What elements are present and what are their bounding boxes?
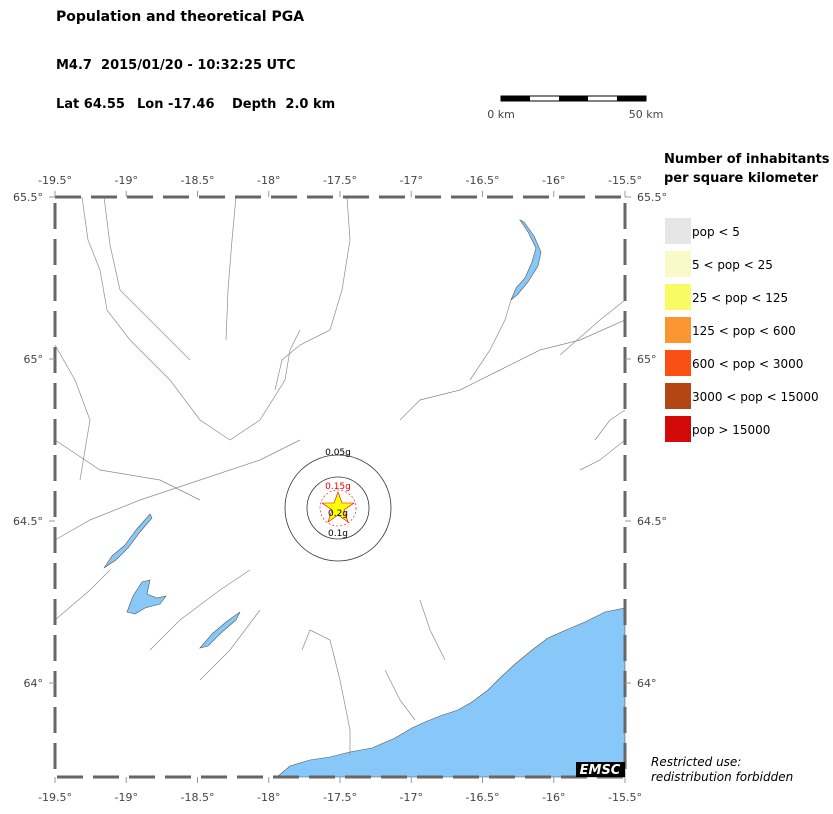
- map: 0.05g 0.15g 0.2g 0.1g EMSC: [53, 195, 627, 779]
- legend-swatch: [665, 251, 691, 277]
- legend-label: 25 < pop < 125: [692, 291, 788, 305]
- ocean: [276, 607, 626, 778]
- lon-tick-label: -17.5°: [323, 791, 357, 804]
- legend-label: 600 < pop < 3000: [692, 357, 803, 371]
- pga-rings: 0.05g 0.15g 0.2g 0.1g: [284, 448, 392, 562]
- notice: redistribution forbidden: [651, 770, 793, 784]
- depth: Depth 2.0 km: [232, 97, 335, 112]
- lat-tick-label: 64°: [24, 677, 44, 690]
- lon-tick-label: -19.5°: [38, 791, 72, 804]
- legend-swatch: [665, 416, 691, 442]
- lake: [103, 513, 153, 569]
- legend-title: per square kilometer: [664, 171, 819, 186]
- pga-label: 0.15g: [325, 482, 351, 492]
- scale-end: 50 km: [629, 108, 664, 121]
- lon-tick-label: -18°: [257, 174, 280, 187]
- lon-tick-label: -17°: [400, 174, 423, 187]
- lake: [126, 579, 167, 615]
- legend-title: Number of inhabitants: [664, 152, 830, 167]
- lat-tick-label: 65.5°: [13, 191, 43, 204]
- legend-swatch: [665, 383, 691, 409]
- lon: Lon -17.46: [137, 97, 215, 112]
- title: Population and theoretical PGA: [56, 9, 304, 25]
- lat-tick-label: 65°: [24, 353, 44, 366]
- legend-label: pop < 5: [692, 225, 740, 239]
- lon-tick-label: -19.5°: [38, 174, 72, 187]
- legend-swatch: [665, 284, 691, 310]
- lon-tick-label: -18°: [257, 791, 280, 804]
- lake: [199, 611, 241, 649]
- lon-tick-label: -18.5°: [181, 791, 215, 804]
- event: M4.7 2015/01/20 - 10:32:25 UTC: [56, 58, 295, 73]
- lat-tick-label: 65°: [637, 353, 657, 366]
- credit-box: [576, 762, 625, 777]
- lat-tick-label: 64°: [637, 677, 657, 690]
- lat-tick-label: 64.5°: [637, 515, 667, 528]
- scale-bar: 0 km 50 km: [487, 95, 664, 121]
- credit: EMSC: [580, 763, 621, 778]
- pga-label: 0.2g: [328, 509, 348, 519]
- legend-swatch: [665, 350, 691, 376]
- legend-swatch: [665, 317, 691, 343]
- legend-label: 5 < pop < 25: [692, 258, 773, 272]
- lat-tick-label: 64.5°: [13, 515, 43, 528]
- pga-label: 0.1g: [328, 529, 348, 539]
- lake: [510, 219, 542, 301]
- legend-label: 3000 < pop < 15000: [692, 390, 819, 404]
- lat: Lat 64.55: [56, 97, 125, 112]
- legend-label: 125 < pop < 600: [692, 324, 796, 338]
- lon-tick-label: -19°: [115, 174, 138, 187]
- notice: Restricted use:: [651, 755, 741, 769]
- lon-tick-label: -15.5°: [608, 174, 642, 187]
- lon-tick-label: -18.5°: [181, 174, 215, 187]
- lon-tick-label: -19°: [115, 791, 138, 804]
- legend-label: pop > 15000: [692, 423, 770, 437]
- lon-tick-label: -16°: [542, 791, 565, 804]
- lon-tick-label: -16.5°: [466, 791, 500, 804]
- lon-tick-label: -16°: [542, 174, 565, 187]
- lon-tick-label: -15.5°: [608, 791, 642, 804]
- rivers: [54, 196, 626, 755]
- lat-tick-label: 65.5°: [637, 191, 667, 204]
- scale-start: 0 km: [487, 108, 515, 121]
- legend: Number of inhabitants per square kilomet…: [664, 152, 830, 442]
- lon-tick-label: -16.5°: [466, 174, 500, 187]
- axes: -19.5° -19.5° -19° -19° -18.5° -18.5° -18° -18°…: [13, 174, 667, 804]
- pga-label: 0.05g: [325, 448, 351, 458]
- lon-tick-label: -17°: [400, 791, 423, 804]
- lon-tick-label: -17.5°: [323, 174, 357, 187]
- legend-swatch: [665, 218, 691, 244]
